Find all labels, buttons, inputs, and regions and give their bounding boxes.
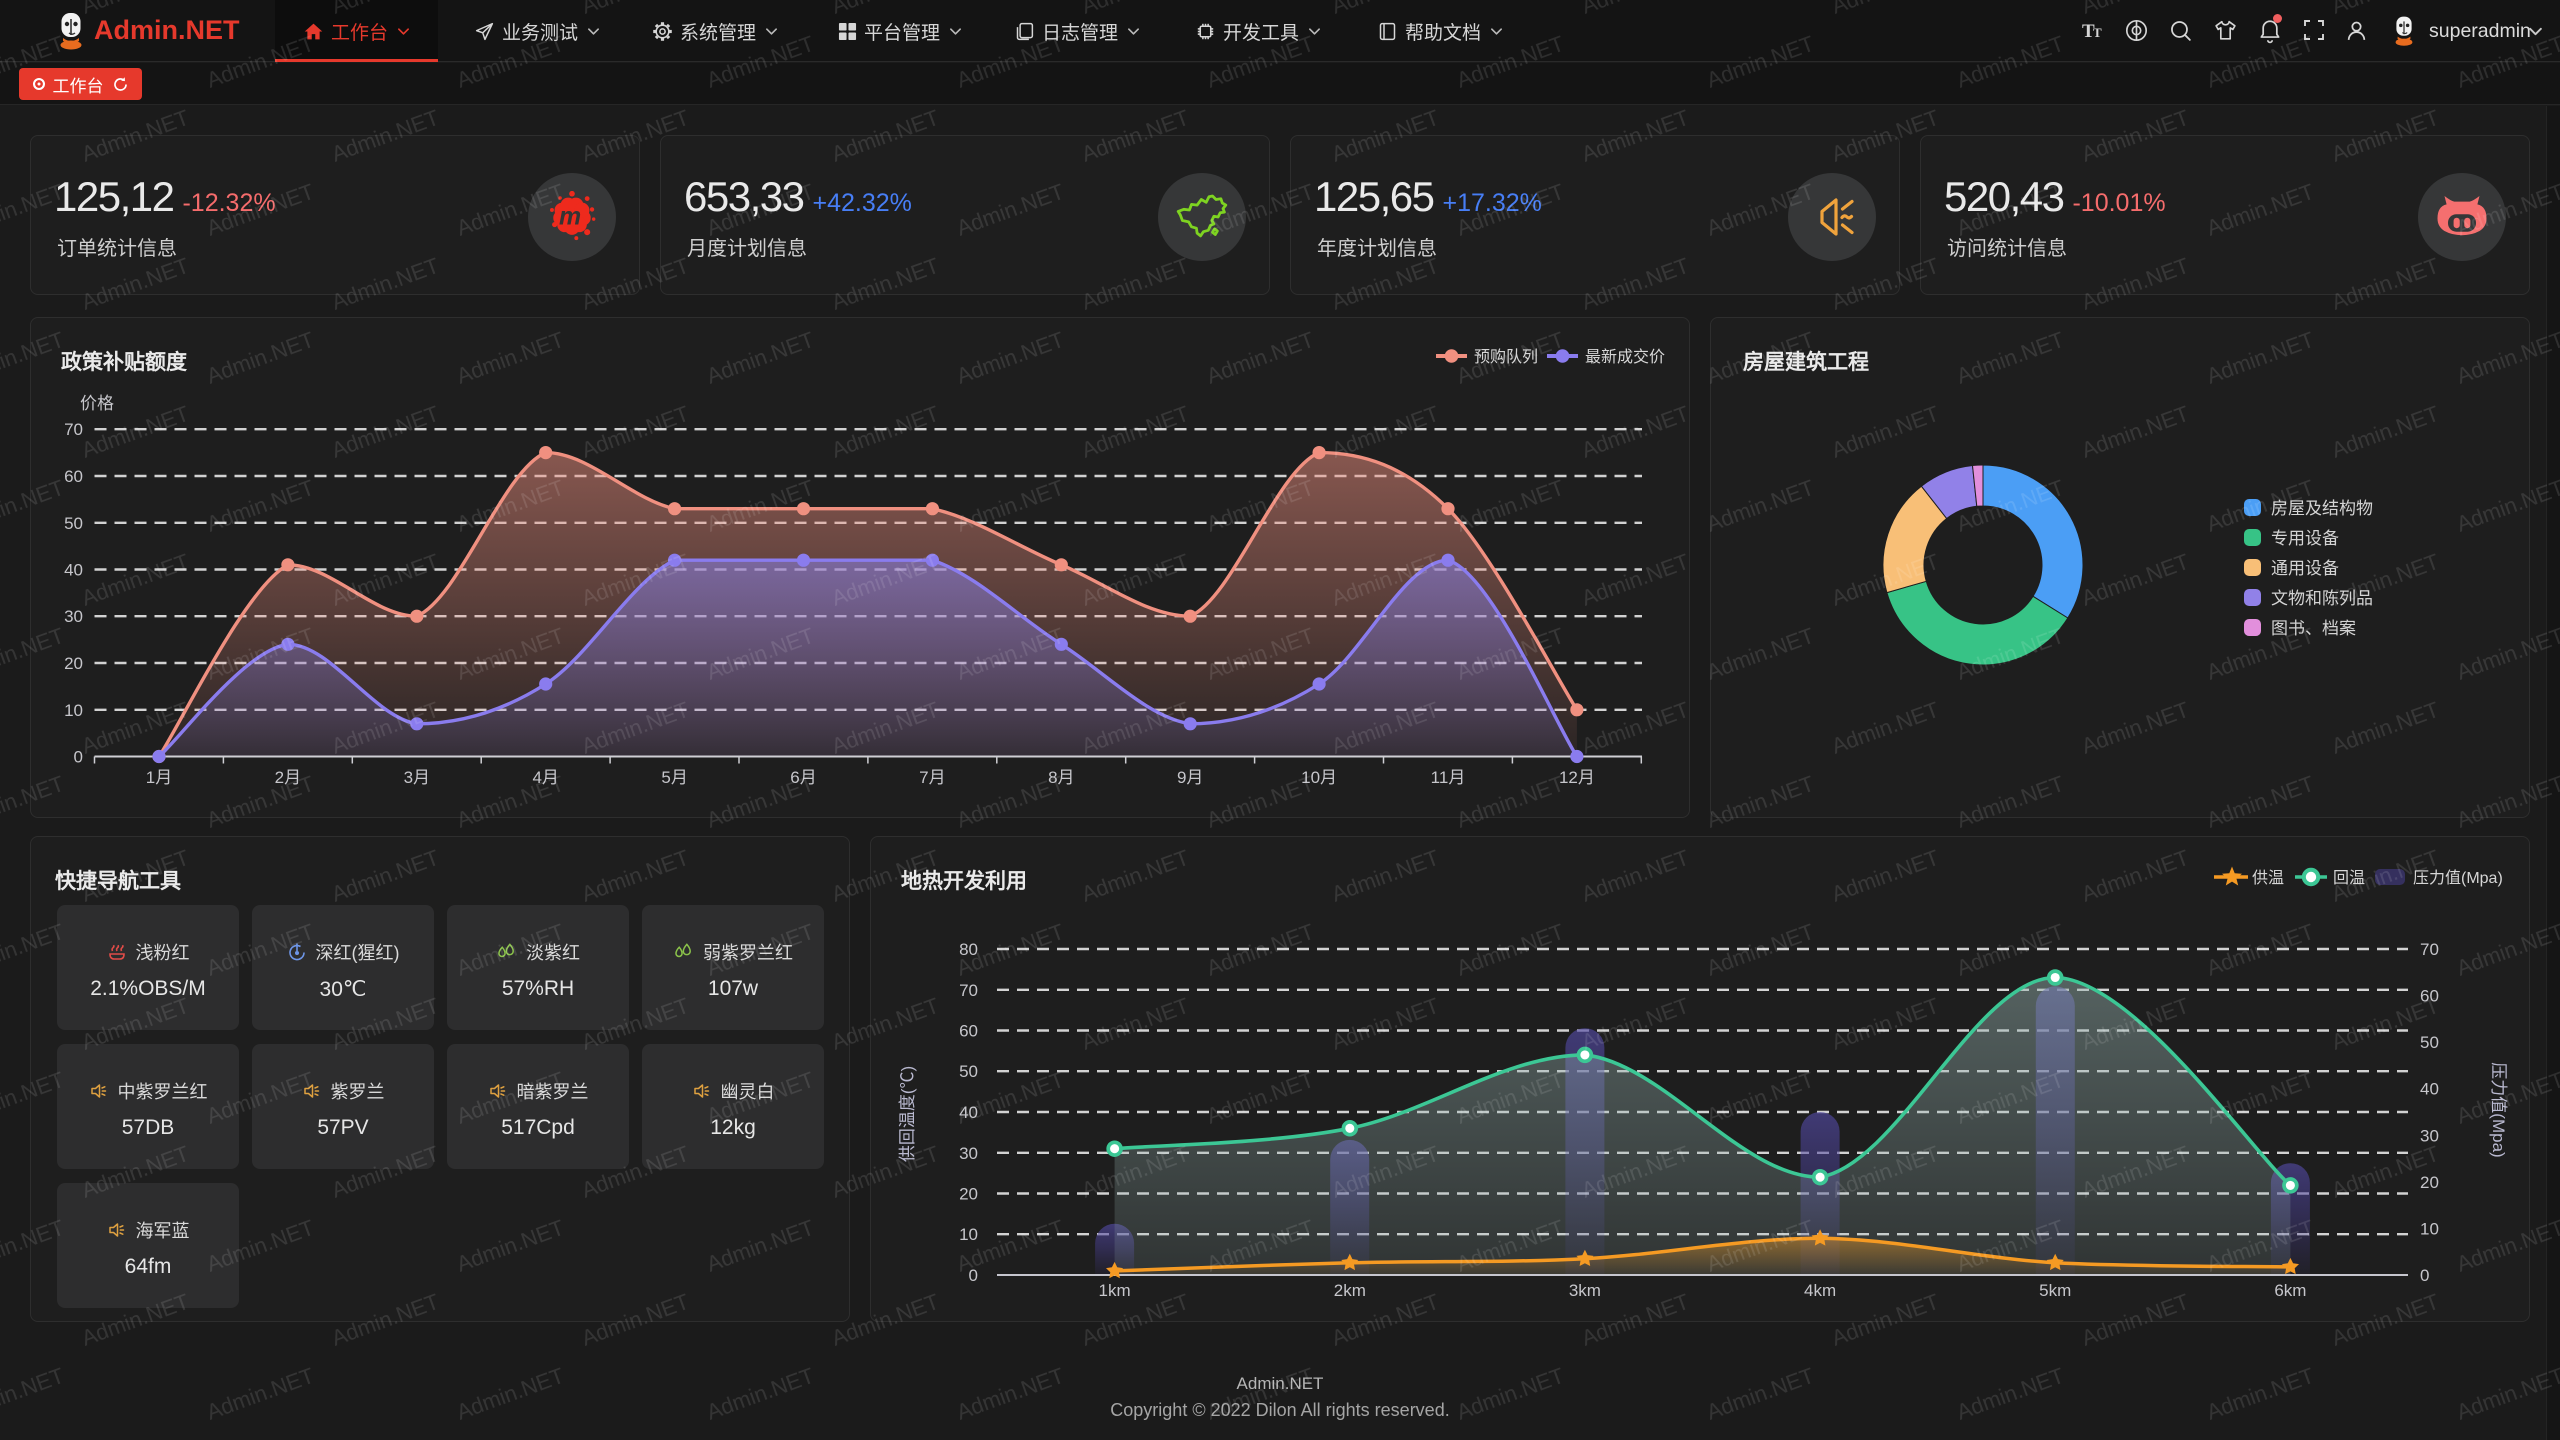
svg-text:6km: 6km [2274, 1281, 2306, 1300]
svg-text:80: 80 [959, 940, 978, 959]
svg-text:50: 50 [2420, 1033, 2439, 1052]
svg-text:1月: 1月 [146, 768, 172, 787]
svg-text:最新成交价: 最新成交价 [1585, 348, 1665, 366]
svg-text:2km: 2km [1334, 1281, 1366, 1300]
svg-text:图书、档案: 图书、档案 [2271, 619, 2356, 638]
svg-text:11月: 11月 [1431, 768, 1466, 787]
svg-text:60: 60 [64, 467, 83, 486]
svg-text:40: 40 [64, 561, 83, 580]
svg-text:20: 20 [64, 654, 83, 673]
svg-text:供温: 供温 [2252, 869, 2284, 887]
svg-text:50: 50 [64, 514, 83, 533]
svg-text:压力值(Mpa): 压力值(Mpa) [2413, 869, 2503, 887]
svg-text:通用设备: 通用设备 [2271, 559, 2339, 578]
svg-text:70: 70 [2420, 940, 2439, 959]
svg-text:5km: 5km [2039, 1281, 2071, 1300]
svg-text:m: m [559, 203, 581, 231]
svg-text:10: 10 [2420, 1219, 2439, 1238]
svg-text:60: 60 [2420, 987, 2439, 1006]
svg-text:3km: 3km [1569, 1281, 1601, 1300]
svg-text:0: 0 [969, 1266, 978, 1285]
svg-text:10: 10 [959, 1225, 978, 1244]
svg-text:70: 70 [64, 420, 83, 439]
svg-text:7月: 7月 [919, 768, 945, 787]
svg-text:5月: 5月 [661, 768, 687, 787]
svg-text:价格: 价格 [80, 394, 114, 413]
svg-text:4km: 4km [1804, 1281, 1836, 1300]
svg-text:30: 30 [64, 607, 83, 626]
svg-text:0: 0 [2420, 1266, 2429, 1285]
svg-text:20: 20 [959, 1185, 978, 1204]
svg-text:9月: 9月 [1177, 768, 1203, 787]
svg-text:4月: 4月 [532, 768, 558, 787]
svg-text:30: 30 [2420, 1126, 2439, 1145]
svg-text:40: 40 [959, 1103, 978, 1122]
svg-text:文物和陈列品: 文物和陈列品 [2271, 589, 2373, 608]
svg-text:10: 10 [64, 701, 83, 720]
svg-text:8月: 8月 [1048, 768, 1074, 787]
svg-text:预购队列: 预购队列 [1474, 348, 1538, 366]
svg-text:10月: 10月 [1301, 768, 1337, 787]
svg-text:12月: 12月 [1559, 768, 1595, 787]
svg-text:2月: 2月 [275, 768, 301, 787]
svg-text:供回温度(℃): 供回温度(℃) [898, 1066, 917, 1162]
svg-text:6月: 6月 [790, 768, 816, 787]
svg-text:40: 40 [2420, 1080, 2439, 1099]
svg-text:T: T [2093, 25, 2102, 40]
svg-text:3月: 3月 [404, 768, 430, 787]
svg-text:回温: 回温 [2333, 869, 2365, 887]
svg-text:专用设备: 专用设备 [2271, 529, 2339, 548]
svg-text:50: 50 [959, 1062, 978, 1081]
svg-text:1km: 1km [1099, 1281, 1131, 1300]
svg-text:0: 0 [74, 748, 83, 767]
svg-text:70: 70 [959, 981, 978, 1000]
svg-text:房屋及结构物: 房屋及结构物 [2271, 499, 2373, 518]
svg-text:60: 60 [959, 1022, 978, 1041]
svg-text:压力值(Mpa): 压力值(Mpa) [2489, 1062, 2508, 1157]
svg-text:30: 30 [959, 1144, 978, 1163]
svg-text:20: 20 [2420, 1173, 2439, 1192]
